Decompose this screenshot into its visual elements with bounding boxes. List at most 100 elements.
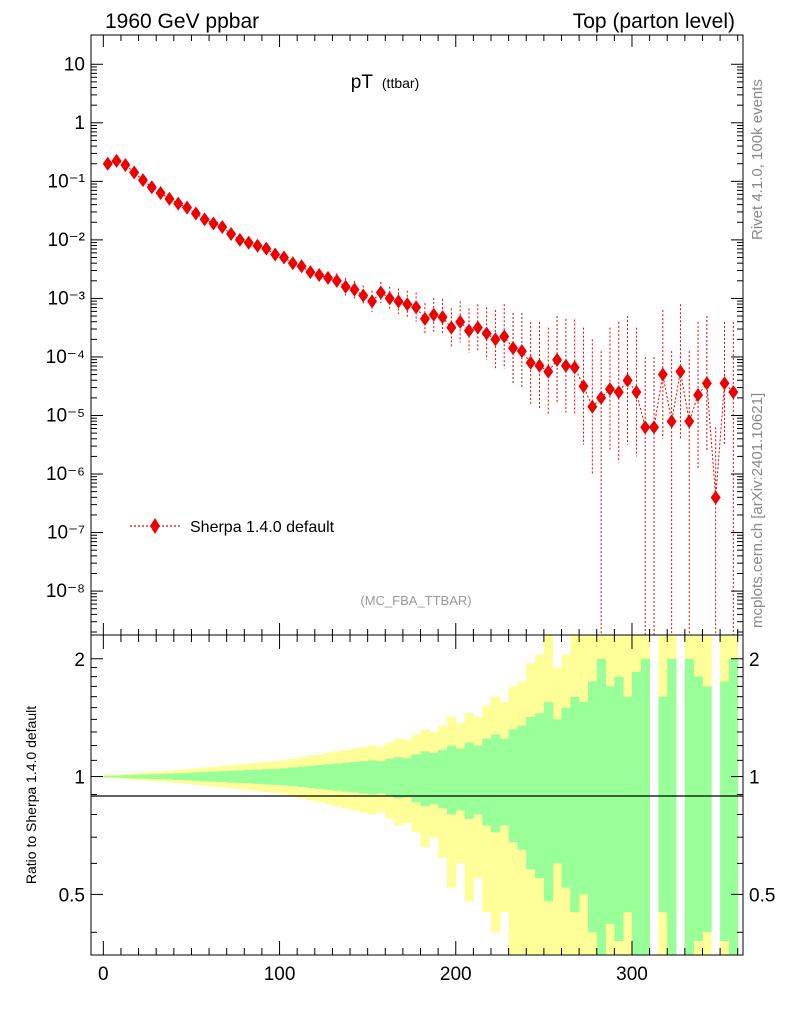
band-inner-bin [305, 765, 316, 788]
band-inner-bin [614, 676, 624, 942]
band-inner-bin [235, 770, 245, 783]
band-inner-bin [543, 702, 554, 902]
data-point [525, 355, 536, 370]
main-ytick-label: 1 [74, 113, 85, 134]
band-inner-bin [526, 716, 536, 870]
band-inner-bin [623, 696, 633, 913]
data-point [375, 285, 386, 300]
band-inner-bin [217, 771, 228, 783]
data-point [701, 376, 712, 391]
data-point [367, 294, 378, 309]
band-inner-bin [429, 752, 439, 805]
data-point [587, 399, 598, 414]
band-inner-bin [491, 734, 501, 833]
data-point [243, 235, 254, 250]
legend-label: Sherpa 1.4.0 default [190, 519, 335, 536]
band-inner-bin [112, 775, 122, 778]
band-inner-bin [455, 748, 465, 811]
data-point [314, 268, 325, 282]
header-right: Top (parton level) [573, 10, 735, 33]
data-point [472, 320, 483, 335]
data-point [393, 294, 404, 309]
band-inner-bin [182, 772, 192, 781]
data-point [578, 379, 589, 394]
band-inner-bin [200, 771, 210, 782]
band-inner-bin [667, 658, 677, 955]
band-inner-bin [561, 707, 571, 888]
data-point [455, 314, 466, 329]
data-point [278, 250, 289, 265]
data-point [437, 310, 448, 325]
data-point [146, 180, 157, 195]
data-point [693, 388, 704, 402]
main-ytick-label: 10⁻² [48, 230, 86, 251]
data-point [226, 227, 237, 242]
data-point [199, 212, 210, 227]
header-left: 1960 GeV ppbar [105, 10, 259, 33]
data-point [252, 238, 263, 253]
mcplots-label: mcplots.cern.ch [arXiv:2401.10621] [749, 393, 766, 628]
data-point [217, 220, 228, 234]
data-point [631, 385, 642, 400]
ratio-ytick-label-right: 0.5 [749, 885, 775, 906]
ratio-ytick-label: 1 [74, 768, 85, 789]
data-point [728, 385, 739, 400]
band-inner-bin [129, 774, 139, 779]
band-inner-bin [411, 754, 421, 803]
data-point [129, 165, 140, 180]
data-point [102, 156, 113, 171]
data-point [349, 282, 360, 297]
band-inner-bin [482, 738, 492, 826]
band-inner-bin [147, 774, 157, 779]
plot-title: pT (ttbar) [351, 72, 419, 93]
band-inner-bin [631, 672, 642, 955]
band-inner-bin [438, 749, 448, 809]
ratio-xtick-label: 0 [98, 964, 109, 985]
rivet-label: Rivet 4.1.0, 100k events [749, 79, 766, 240]
ratio-panel: 0.5 0.5 1 1 2 2 0 100 200 300 Ratio to Sherpa 1.… [23, 634, 775, 985]
band-inner-bin [728, 658, 739, 955]
data-point [569, 360, 580, 375]
ratio-xtick-label: 200 [440, 964, 472, 985]
band-inner-bin [156, 774, 166, 780]
series-line [107, 160, 734, 498]
data-point [173, 196, 184, 211]
ratio-x-ticks: 0 100 200 300 [98, 635, 739, 985]
data-point [613, 385, 624, 400]
ratio-ytick-label: 0.5 [59, 885, 85, 906]
band-inner-bin [288, 767, 298, 787]
band-inner-bin [473, 745, 483, 815]
data-point [622, 373, 633, 388]
band-inner-bin [270, 768, 280, 785]
main-ytick-label: 10⁻⁶ [46, 464, 85, 485]
data-point [516, 344, 527, 359]
data-point [384, 291, 395, 306]
band-inner-bin [464, 742, 474, 819]
band-inner-bin [253, 769, 263, 784]
data-point [508, 341, 519, 356]
main-ytick-label: 10 [64, 54, 85, 75]
data-point [111, 153, 122, 168]
data-point [296, 259, 307, 274]
data-point [305, 265, 316, 280]
legend-marker [150, 518, 160, 534]
band-inner-bin [103, 775, 113, 778]
band-inner-bin [385, 758, 395, 797]
main-ytick-label: 10⁻⁷ [47, 523, 85, 544]
ratio-xtick-label: 100 [264, 964, 296, 985]
main-ytick-label: 10⁻⁸ [46, 581, 85, 602]
data-point [719, 376, 730, 391]
ratio-xtick-label: 300 [616, 964, 648, 985]
band-inner-bin [517, 725, 527, 850]
band-inner-bin [341, 762, 351, 792]
band-inner-bin [596, 658, 606, 955]
data-point [534, 358, 545, 373]
band-inner-bin [579, 702, 589, 895]
band-inner-bin [323, 764, 333, 790]
data-point [164, 191, 175, 206]
analysis-label: (MC_FBA_TTBAR) [360, 593, 471, 608]
band-inner-bin [279, 768, 289, 786]
data-point [543, 364, 554, 379]
band-inner-bin [508, 729, 518, 843]
ratio-ytick-label-right: 2 [749, 650, 760, 671]
